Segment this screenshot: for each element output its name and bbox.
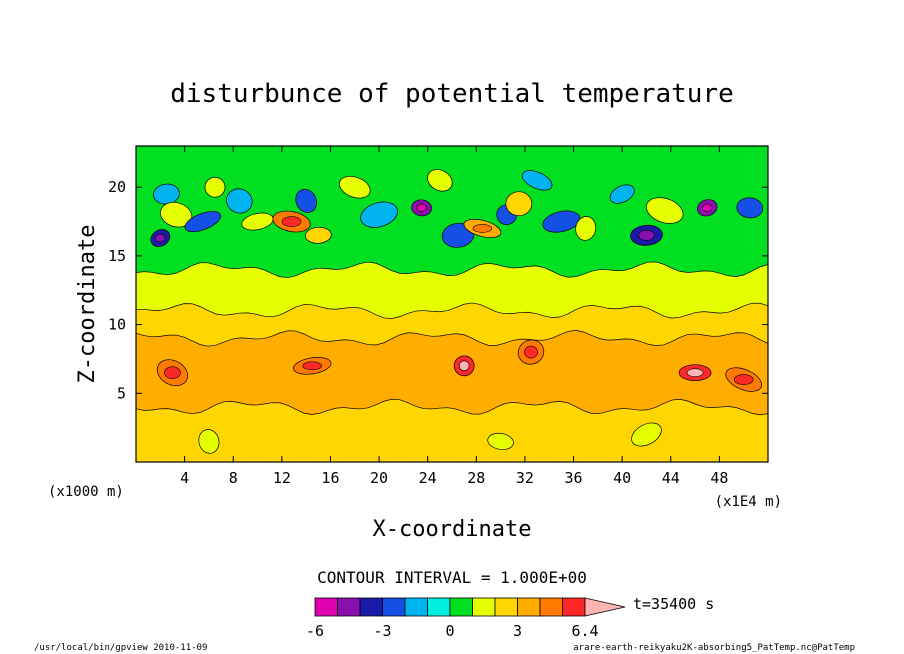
colorbar-tick-label: -3 <box>373 622 391 640</box>
anomaly-cell <box>204 176 226 198</box>
x-tick-label: 16 <box>321 469 339 487</box>
x-tick-label: 12 <box>273 469 291 487</box>
anomaly-cell <box>575 216 597 241</box>
anomaly-cell <box>295 188 317 213</box>
colorbar-tick-label: 6.4 <box>571 622 598 640</box>
colorbar-swatch <box>562 597 586 617</box>
anomaly-core <box>524 345 538 359</box>
colorbar <box>314 597 626 617</box>
x-unit-right: (x1E4 m) <box>715 494 782 510</box>
anomaly-cell <box>542 210 581 233</box>
colorbar-swatch <box>494 597 518 617</box>
x-tick-label: 24 <box>419 469 437 487</box>
anomaly-core <box>701 203 713 213</box>
colorbar-swatch <box>517 597 541 617</box>
y-tick-label: 15 <box>108 247 126 265</box>
x-tick-label: 36 <box>565 469 583 487</box>
colorbar-swatch <box>314 597 338 617</box>
colorbar-swatch <box>382 597 406 617</box>
time-label: t=35400 s <box>633 595 714 613</box>
colorbar-tick-label: 0 <box>445 622 454 640</box>
x-tick-label: 44 <box>662 469 680 487</box>
contour-layer <box>136 398 768 462</box>
colorbar-swatch <box>359 597 383 617</box>
colorbar-swatch <box>539 597 563 617</box>
anomaly-cell <box>226 188 253 214</box>
anomaly-cell <box>360 201 398 228</box>
anomaly-core <box>686 368 704 377</box>
anomaly-cell <box>339 175 371 199</box>
plot-area <box>136 146 768 462</box>
x-axis-label: X-coordinate <box>373 517 532 542</box>
x-tick-label: 28 <box>467 469 485 487</box>
anomaly-cell <box>198 429 220 454</box>
x-tick-label: 32 <box>516 469 534 487</box>
colorbar-swatch <box>449 597 473 617</box>
colorbar-swatch <box>427 597 451 617</box>
anomaly-core <box>733 374 754 385</box>
x-unit-left: (x1000 m) <box>48 484 124 500</box>
footer-source: arare-earth-reikyaku2K-absorbing5_PatTem… <box>573 643 855 653</box>
anomaly-core <box>281 216 302 227</box>
colorbar-extend-triangle <box>584 597 626 617</box>
colorbar-swatch <box>472 597 496 617</box>
footer-program: /usr/local/bin/gpview 2010-11-09 <box>34 643 207 653</box>
colorbar-tick-label: 3 <box>513 622 522 640</box>
colorbar-tick-label: -6 <box>306 622 324 640</box>
contour-interval-text: CONTOUR INTERVAL = 1.000E+00 <box>317 568 587 587</box>
anomaly-cell <box>521 170 553 191</box>
x-tick-label: 4 <box>180 469 189 487</box>
anomaly-cell <box>184 211 222 233</box>
x-tick-label: 8 <box>229 469 238 487</box>
x-tick-label: 20 <box>370 469 388 487</box>
anomaly-core <box>458 360 470 372</box>
colorbar-swatch <box>404 597 428 617</box>
anomaly-cell <box>304 226 332 244</box>
anomaly-core <box>416 203 427 213</box>
plot-frame <box>135 145 769 463</box>
anomaly-cell <box>645 197 684 224</box>
anomaly-cell <box>505 191 533 217</box>
y-tick-label: 10 <box>108 316 126 334</box>
y-tick-label: 5 <box>117 384 126 402</box>
y-axis-label: Z-coordinate <box>75 225 100 384</box>
anomaly-cell <box>609 184 635 204</box>
anomaly-cell <box>631 422 662 447</box>
anomaly-core <box>302 361 323 371</box>
colorbar-swatch <box>337 597 361 617</box>
y-tick-label: 20 <box>108 178 126 196</box>
anomaly-core <box>164 366 181 379</box>
x-tick-label: 48 <box>710 469 728 487</box>
anomaly-core <box>472 224 493 233</box>
anomaly-cell <box>427 169 453 192</box>
anomaly-core <box>638 230 655 241</box>
anomaly-cell <box>487 432 514 450</box>
anomaly-cell <box>736 197 764 219</box>
x-tick-label: 40 <box>613 469 631 487</box>
chart-title: disturbunce of potential temperature <box>170 79 734 109</box>
anomaly-core <box>155 233 166 243</box>
